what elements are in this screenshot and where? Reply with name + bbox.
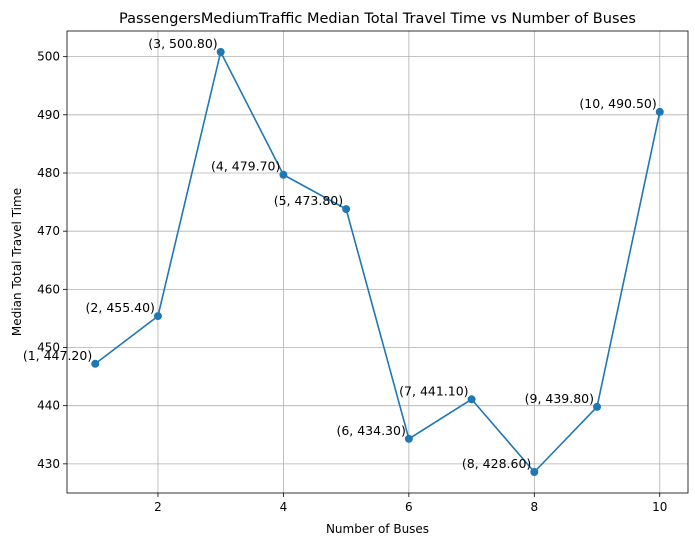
series-line-group [91, 48, 664, 476]
data-point [91, 359, 100, 368]
x-axis-label: Number of Buses [326, 522, 429, 536]
data-point [593, 402, 602, 411]
data-point [153, 312, 162, 321]
y-tick-label: 490 [37, 108, 60, 122]
data-point [216, 48, 225, 56]
data-point [404, 434, 413, 443]
chart-title: PassengersMediumTraffic Median Total Tra… [119, 11, 636, 27]
y-axis-label: Median Total Travel Time [10, 188, 24, 336]
data-point-label: (4, 479.70) [211, 159, 280, 174]
data-point-label: (2, 455.40) [86, 300, 155, 315]
point-labels: (1, 447.20) (2, 455.40) (3, 500.80) (4, 479… [23, 36, 657, 471]
x-tick-label: 4 [280, 500, 288, 514]
x-tick-label: 6 [405, 500, 413, 514]
x-tick-label: 8 [530, 500, 538, 514]
y-tick-label: 460 [37, 282, 60, 296]
y-tick-label: 500 [37, 50, 60, 64]
data-point [467, 395, 476, 404]
y-tick-label: 440 [37, 399, 60, 413]
data-point [530, 468, 539, 476]
data-point-label: (10, 490.50) [579, 96, 656, 111]
y-tick-label: 450 [37, 341, 60, 355]
data-point-label: (1, 447.20) [23, 348, 92, 363]
data-point-label: (9, 439.80) [525, 391, 594, 406]
plot-frame [66, 30, 689, 494]
data-point [279, 170, 288, 179]
y-tick-label: 430 [37, 457, 60, 471]
y-tick-label: 480 [37, 166, 60, 180]
data-point [655, 107, 664, 116]
data-point-label: (5, 473.80) [274, 193, 343, 208]
grid [67, 31, 688, 493]
y-tick-label: 470 [37, 224, 60, 238]
data-point-label: (8, 428.60) [462, 456, 531, 471]
data-point-label: (6, 434.30) [336, 423, 405, 438]
ticks: 2 4 6 8 10 430 440 450 460 470 480 490 500 [37, 50, 667, 514]
data-point [342, 205, 351, 214]
series-line [94, 49, 661, 474]
x-tick-label: 10 [652, 500, 667, 514]
data-point-label: (3, 500.80) [148, 36, 217, 51]
x-tick-label: 2 [154, 500, 162, 514]
data-point-label: (7, 441.10) [399, 383, 468, 398]
